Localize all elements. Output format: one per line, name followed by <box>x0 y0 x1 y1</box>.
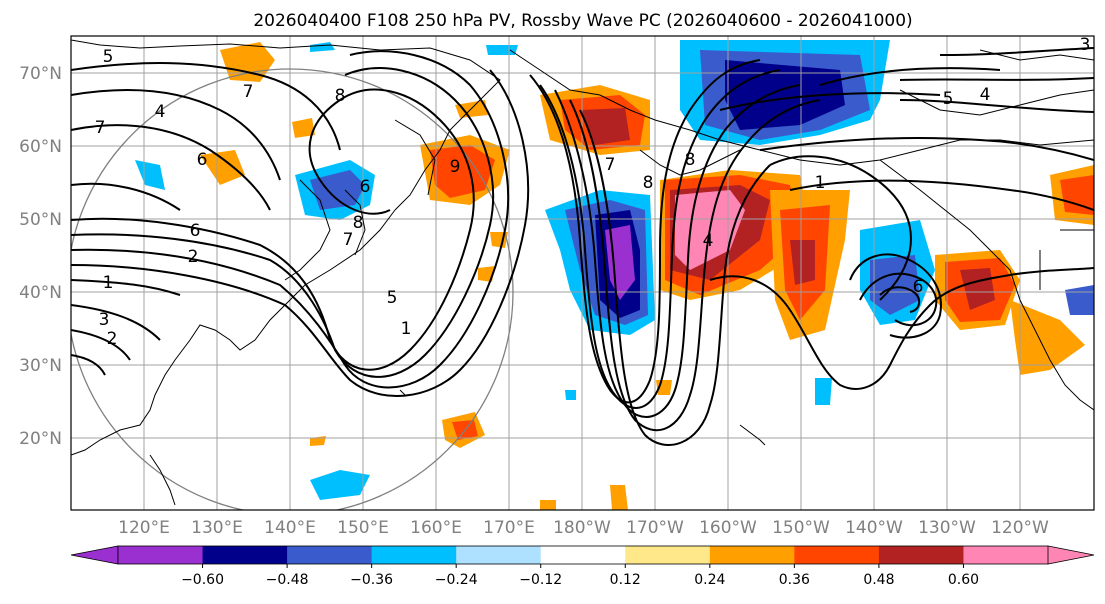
colorbar-extend-max <box>1047 545 1095 565</box>
colorbar-tick-label: −0.12 <box>519 572 562 588</box>
contour-label: 2 <box>107 329 118 349</box>
contour-label: 5 <box>943 89 954 109</box>
colorbar-extend-min <box>70 545 119 565</box>
lon-label: 140°W <box>845 518 903 538</box>
lat-label: 40°N <box>19 283 62 303</box>
colorbar-swatch <box>625 546 711 564</box>
contour-label: 8 <box>353 213 364 233</box>
map-panel: 5 7 4 7 6 8 6 8 7 6 2 1 3 2 5 1 9 8 4 1 <box>70 35 1095 511</box>
contour-label: 6 <box>190 221 201 241</box>
colorbar-swatch <box>371 546 457 564</box>
lon-label: 150°E <box>337 518 389 538</box>
lon-label: 130°E <box>191 518 243 538</box>
contour-label: 9 <box>450 157 461 177</box>
map-frame <box>70 35 1095 511</box>
colorbar-frame <box>117 545 1049 565</box>
contour-label: 1 <box>401 319 412 339</box>
contour-label: 6 <box>913 277 924 297</box>
contour-label-group: 5 7 4 7 6 8 6 8 7 6 2 1 3 2 5 1 9 8 4 1 <box>95 35 1091 349</box>
contour-label: 6 <box>360 177 371 197</box>
lat-label: 70°N <box>19 64 62 84</box>
colorbar-tick-label: 0.24 <box>694 572 725 588</box>
contour-label: 5 <box>103 47 114 67</box>
colorbar-swatch <box>456 546 542 564</box>
contour-label: 3 <box>99 310 110 330</box>
contour-label: 1 <box>815 173 826 193</box>
lon-label: 150°W <box>772 518 830 538</box>
colorbar-swatch <box>878 546 964 564</box>
colorbar-swatch <box>540 546 626 564</box>
colorbar-swatch <box>709 546 795 564</box>
contour-label: 5 <box>387 288 398 308</box>
contour-label: 8 <box>685 150 696 170</box>
colorbar-swatch <box>794 546 880 564</box>
lon-label: 160°W <box>699 518 757 538</box>
lat-label: 60°N <box>19 137 62 157</box>
map-title: 2026040400 F108 250 hPa PV, Rossby Wave … <box>253 11 912 31</box>
colorbar-swatch <box>118 546 204 564</box>
colorbar-tick-label: 0.36 <box>779 572 810 588</box>
contour-label: 7 <box>243 82 254 102</box>
contour-label: 4 <box>703 231 714 251</box>
lat-axis: 70°N 60°N 50°N 40°N 30°N 20°N <box>19 64 62 449</box>
lon-label: 130°W <box>918 518 976 538</box>
colorbar-tick-label: 0.48 <box>863 572 894 588</box>
colorbar-tick-label: −0.48 <box>266 572 309 588</box>
pv-contours <box>71 47 1094 446</box>
colorbar-swatch <box>287 546 373 564</box>
contour-label: 7 <box>95 118 106 138</box>
lat-label: 50°N <box>19 210 62 230</box>
radius-circle <box>71 68 514 510</box>
lon-label: 120°E <box>118 518 170 538</box>
contour-label: 6 <box>197 150 208 170</box>
colorbar-swatch <box>202 546 288 564</box>
colorbar-tick-label: 0.12 <box>610 572 641 588</box>
lon-label: 160°E <box>410 518 462 538</box>
lon-label: 180°W <box>553 518 611 538</box>
contour-label: 2 <box>188 247 199 267</box>
contour-label: 8 <box>643 173 654 193</box>
contour-label: 3 <box>1080 35 1091 55</box>
colorbar-tick-label: −0.60 <box>181 572 224 588</box>
contour-label: 1 <box>103 273 114 293</box>
lon-axis: 120°E 130°E 140°E 150°E 160°E 170°E 180°… <box>118 518 1049 538</box>
contour-label: 7 <box>343 230 354 250</box>
colorbar-tick-label: −0.36 <box>350 572 393 588</box>
lat-label: 30°N <box>19 356 62 376</box>
lat-label: 20°N <box>19 429 62 449</box>
lon-label: 170°W <box>626 518 684 538</box>
lon-label: 140°E <box>264 518 316 538</box>
colorbar-tick-label: −0.24 <box>435 572 478 588</box>
contour-label: 8 <box>335 86 346 106</box>
colorbar: −0.60 −0.48 −0.36 −0.24 −0.12 0.12 0.24 0.36 0.4… <box>70 545 1095 588</box>
lon-label: 170°E <box>483 518 535 538</box>
contour-label: 7 <box>605 155 616 175</box>
contour-label: 4 <box>980 85 991 105</box>
contour-label: 4 <box>155 102 166 122</box>
colorbar-tick-label: 0.60 <box>948 572 979 588</box>
lon-label: 120°W <box>991 518 1049 538</box>
colorbar-swatch <box>963 546 1049 564</box>
